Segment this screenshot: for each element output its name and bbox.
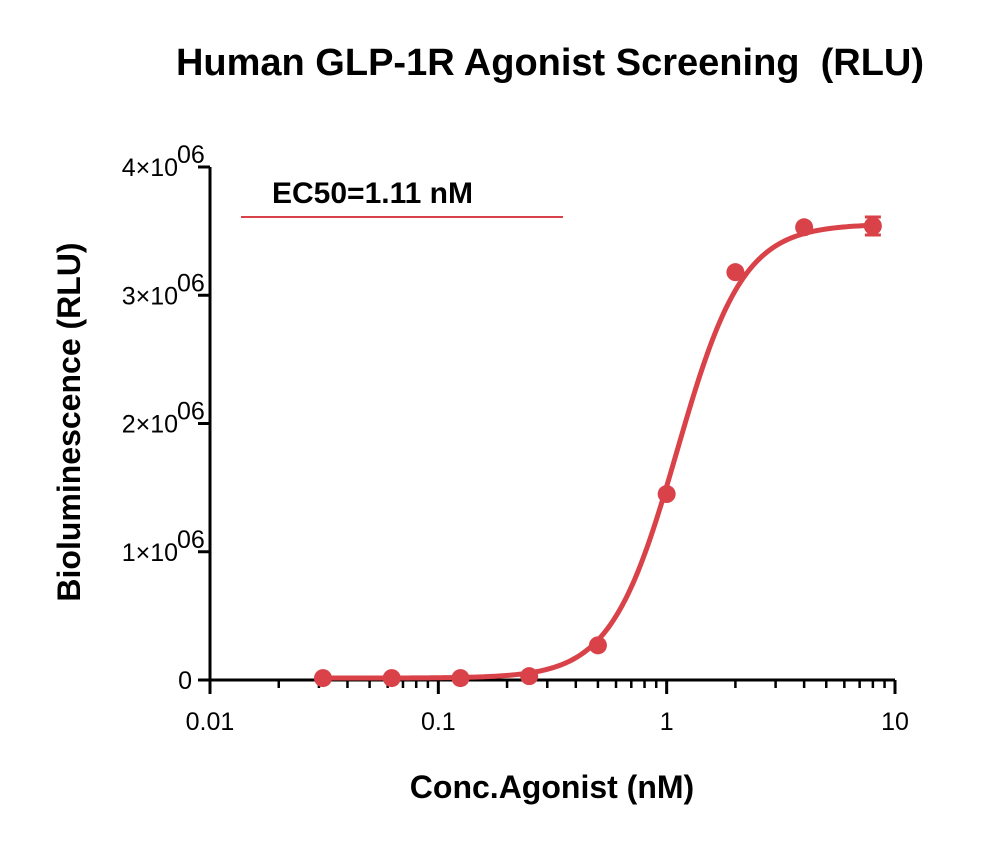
data-point (795, 218, 814, 237)
data-point (451, 669, 470, 688)
data-point (313, 669, 332, 688)
x-axis: 0.01 0.1 1 10 (186, 678, 909, 736)
y-tick-label: 3×10 (122, 282, 178, 310)
y-tick-label: 0 (178, 667, 192, 695)
y-tick-label: 1×10 (122, 539, 178, 567)
chart-title: Human GLP-1R Agonist Screening (RLU) (175, 42, 925, 84)
annotation-layer: EC50=1.11 nM (241, 177, 563, 218)
y-tick-label-exponent: 06 (177, 398, 205, 426)
data-point (657, 485, 676, 504)
y-tick-label-exponent: 06 (177, 141, 205, 169)
data-point (588, 636, 607, 655)
y-tick-label-exponent: 06 (177, 269, 205, 297)
x-tick-label: 1 (660, 708, 674, 736)
data-point (520, 667, 539, 686)
fit-curve-layer (320, 222, 876, 681)
y-tick-label: 4×10 (122, 154, 178, 182)
fit-curve (320, 222, 876, 681)
x-tick-label: 0.1 (421, 708, 456, 736)
ec50-annotation: EC50=1.11 nM (272, 177, 473, 210)
data-points-layer (313, 215, 882, 688)
x-axis-title: Conc.Agonist (nM) (410, 769, 694, 805)
data-point (382, 669, 401, 688)
data-point (863, 216, 882, 235)
y-tick-label-exponent: 06 (177, 526, 205, 554)
data-point (726, 263, 745, 282)
y-tick-label: 2×10 (122, 411, 178, 439)
x-tick-label: 10 (881, 708, 909, 736)
y-axis-title: Bioluminescence (RLU) (51, 242, 87, 601)
y-axis: 01×10 062×10 063×10 064×10 06 (122, 141, 212, 695)
x-tick-label: 0.01 (186, 708, 235, 736)
